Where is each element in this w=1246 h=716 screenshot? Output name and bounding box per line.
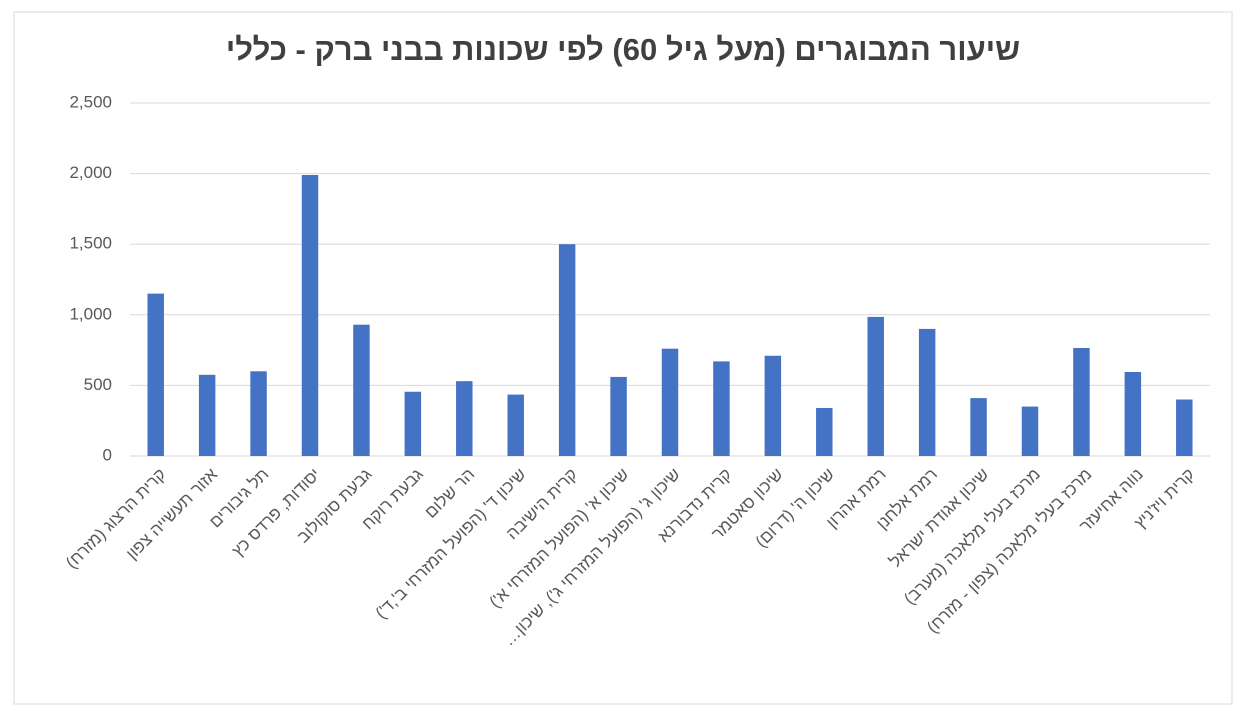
bar xyxy=(1176,399,1193,456)
y-tick-label: 1,500 xyxy=(69,234,112,253)
bar xyxy=(816,407,833,456)
bar xyxy=(353,324,370,456)
bar xyxy=(558,244,576,456)
bar xyxy=(661,348,679,456)
y-tick-label: 2,500 xyxy=(69,92,112,111)
y-tick-label: 1,000 xyxy=(69,304,112,323)
bar xyxy=(867,316,884,456)
bar xyxy=(1021,406,1039,456)
bar xyxy=(404,391,422,456)
y-tick-label: 2,000 xyxy=(69,163,112,182)
y-tick-label: 0 xyxy=(103,445,112,464)
bar xyxy=(147,293,164,456)
bar xyxy=(1073,347,1090,456)
bar xyxy=(198,374,216,456)
y-tick-label: 500 xyxy=(84,375,112,394)
bar xyxy=(610,376,627,456)
bar xyxy=(250,371,267,456)
bar xyxy=(301,175,319,456)
bar xyxy=(713,361,730,456)
chart-title: שיעור המבוגרים (מעל גיל 60) לפי שכונות ב… xyxy=(226,32,1020,67)
bar xyxy=(456,381,473,456)
chart-frame xyxy=(13,11,1233,705)
bar xyxy=(970,398,987,456)
bar xyxy=(507,394,524,456)
bar xyxy=(1124,371,1142,456)
bar xyxy=(764,355,782,456)
bar xyxy=(918,328,936,456)
